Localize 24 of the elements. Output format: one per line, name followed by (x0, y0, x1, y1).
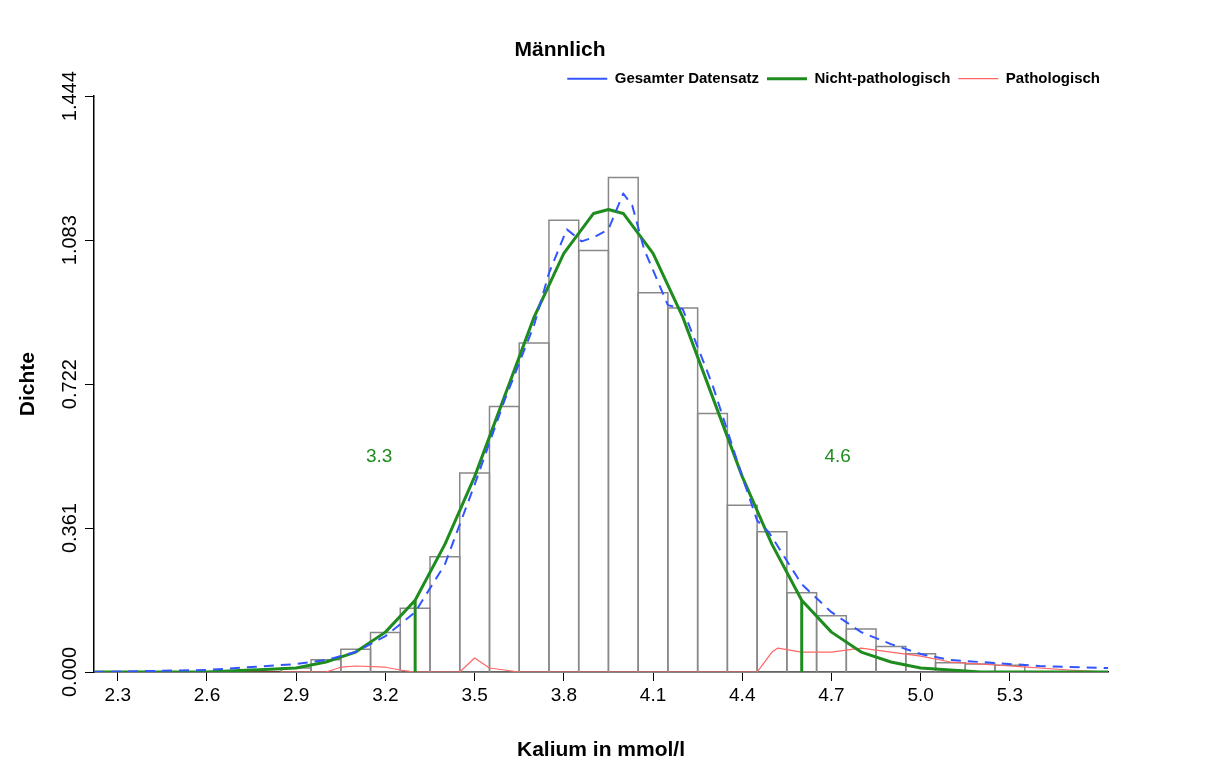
x-tick-label: 3.2 (372, 683, 399, 705)
x-tick-label: 5.0 (907, 683, 934, 705)
y-tick-label: 0.361 (57, 503, 80, 554)
y-axis-title: Dichte (15, 352, 39, 417)
legend-label: Nicht-pathologisch (814, 68, 951, 86)
y-tick-label: 1.083 (57, 215, 80, 266)
x-tick-label: 3.5 (461, 683, 488, 705)
legend-label: Gesamter Datensatz (614, 68, 759, 86)
x-axis-title: Kalium in mmol/l (516, 737, 686, 761)
x-tick-label: 2.9 (282, 683, 310, 705)
y-tick-label: 0.722 (57, 359, 80, 410)
ref-line-label: 3.3 (365, 445, 393, 467)
x-tick-label: 2.3 (104, 683, 131, 705)
y-tick-label: 0.000 (57, 646, 80, 698)
x-tick-label: 4.4 (729, 683, 756, 705)
chart-title: Männlich (514, 37, 606, 61)
x-tick-label: 4.1 (639, 683, 667, 705)
y-tick-label: 1.444 (57, 71, 80, 122)
x-tick-label: 3.8 (550, 683, 578, 705)
legend-label: Pathologisch (1005, 68, 1101, 86)
x-tick-label: 4.7 (818, 683, 845, 705)
ref-line-label: 4.6 (824, 445, 851, 467)
x-tick-label: 2.6 (193, 683, 221, 705)
x-tick-label: 5.3 (996, 683, 1024, 705)
